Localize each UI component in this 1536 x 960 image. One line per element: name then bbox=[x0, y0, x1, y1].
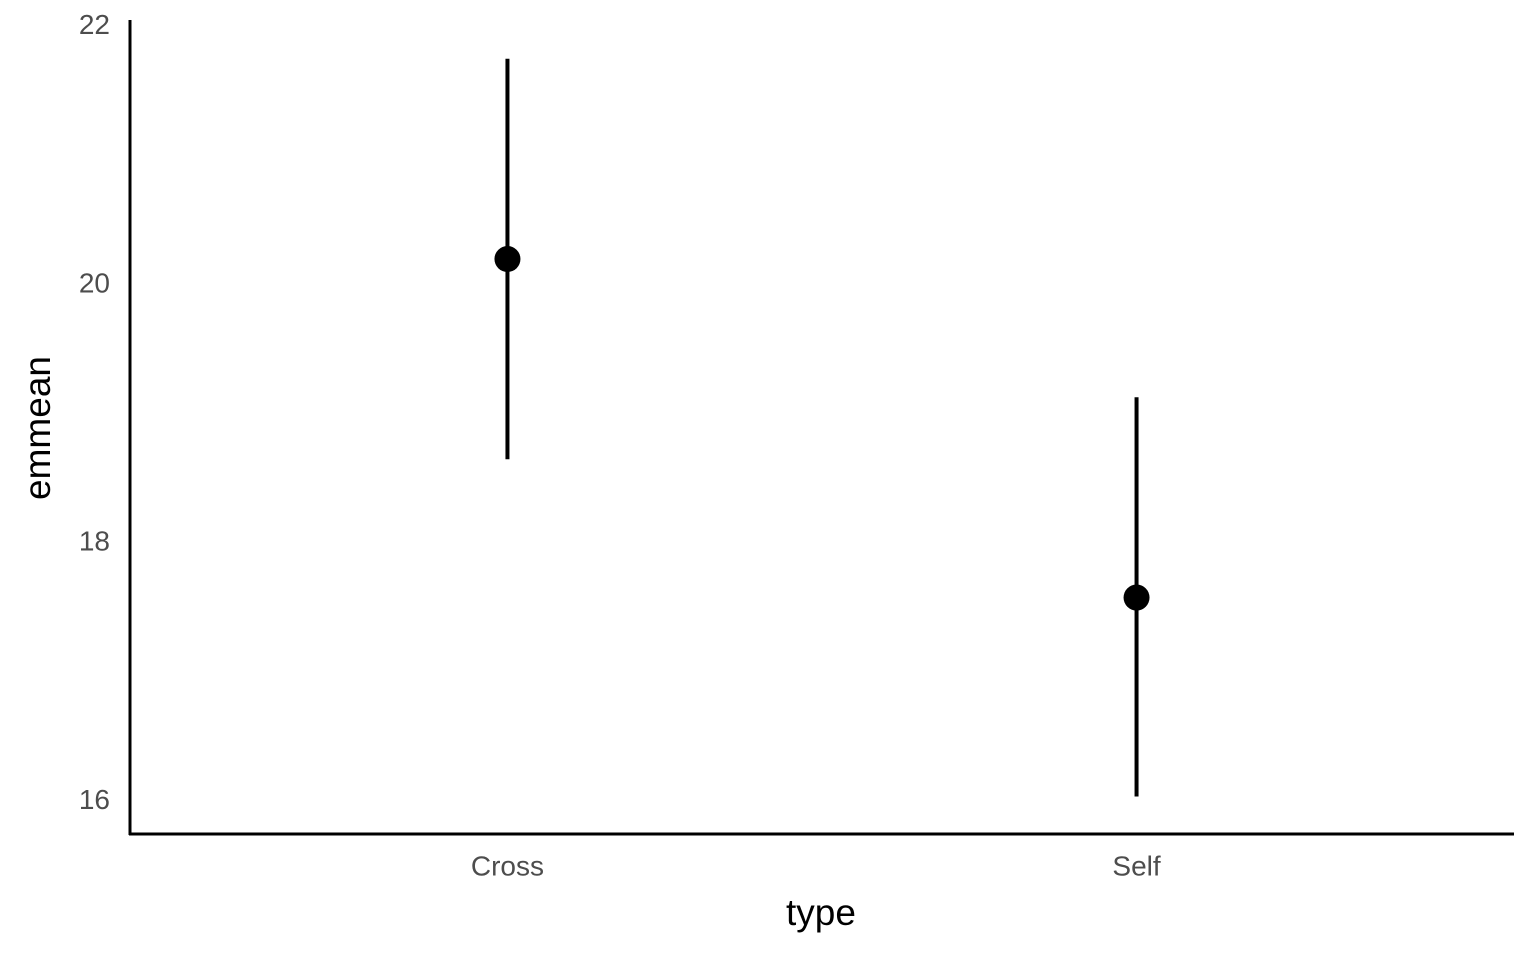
point bbox=[494, 246, 521, 273]
x-tick-label: Self bbox=[1112, 850, 1160, 881]
y-axis-title: emmean bbox=[17, 356, 58, 500]
y-tick-label: 22 bbox=[79, 9, 110, 40]
y-tick-label: 20 bbox=[79, 267, 110, 298]
point bbox=[1123, 584, 1150, 611]
x-axis-title: type bbox=[786, 892, 856, 933]
y-tick-label: 16 bbox=[79, 784, 110, 815]
x-tick-label: Cross bbox=[471, 850, 544, 881]
y-tick-label: 18 bbox=[79, 526, 110, 557]
